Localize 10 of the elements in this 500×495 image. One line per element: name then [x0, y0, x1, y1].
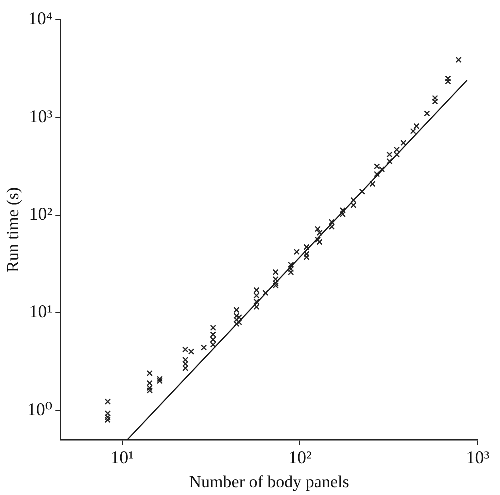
y-tick-label: 10⁰ — [27, 399, 53, 420]
y-tick-label: 10² — [29, 204, 53, 224]
y-tick-label: 10¹ — [29, 302, 53, 322]
x-tick-label: 10¹ — [110, 448, 134, 468]
x-tick-label: 10³ — [466, 448, 490, 468]
y-tick-label: 10³ — [29, 106, 54, 126]
y-axis-title: Run time (s) — [4, 188, 23, 272]
x-tick-label: 10² — [288, 448, 312, 468]
y-tick-label: 10⁴ — [28, 8, 53, 29]
x-axis-title: Number of body panels — [189, 472, 350, 492]
